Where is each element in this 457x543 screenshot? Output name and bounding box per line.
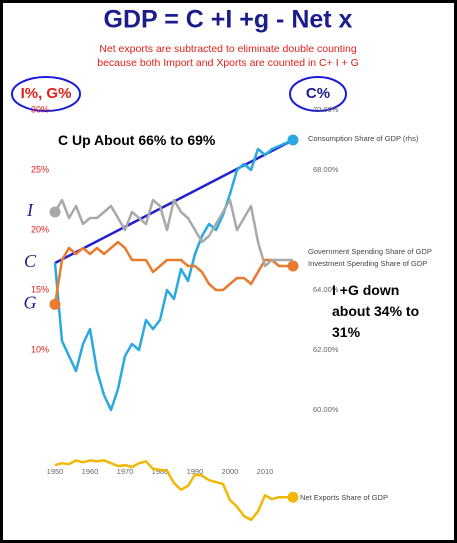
series-letter: C	[24, 251, 37, 271]
series-marker	[287, 491, 299, 503]
y2-tick-label: 62.00%	[313, 345, 339, 354]
y2-tick-label: 60.00%	[313, 405, 339, 414]
x-tick-label: 1980	[152, 467, 169, 476]
series-line	[53, 138, 294, 412]
subtitle: Net exports are subtracted to eliminate …	[99, 43, 357, 55]
legend-label: Net Exports Share of GDP	[300, 493, 388, 502]
series-marker	[49, 298, 61, 310]
annotation: I +G down about 34% to 31%	[332, 282, 420, 340]
x-tick-label: 2010	[257, 467, 274, 476]
right-axis-label: C%	[306, 85, 330, 102]
subtitle: because both Import and Xports are count…	[97, 57, 359, 69]
highlight-ellipse	[289, 76, 347, 112]
y2-tick-label: 70.00%	[313, 105, 339, 114]
annotation: C Up About 66% to 69%	[58, 132, 216, 148]
x-tick-label: 1990	[187, 467, 204, 476]
y-tick-label: 25%	[31, 164, 49, 174]
y-tick-label: 15%	[31, 284, 49, 294]
x-tick-label: 1960	[82, 467, 99, 476]
highlight-ellipse	[11, 76, 81, 112]
legend-label: Consumption Share of GDP (rhs)	[308, 134, 419, 143]
series-line	[53, 240, 293, 305]
y2-tick-label: 68.00%	[313, 165, 339, 174]
y2-tick-label: 64.00%	[313, 285, 339, 294]
chart-title: GDP = C +I +g - Net x	[104, 6, 353, 34]
legend-label: Government Spending Share of GDP	[308, 247, 432, 256]
series-line	[54, 459, 293, 522]
series-line	[53, 198, 293, 268]
y-tick-label: 30%	[31, 104, 49, 114]
series-letter: G	[24, 293, 37, 313]
x-tick-label: 1970	[117, 467, 134, 476]
x-tick-label: 2000	[222, 467, 239, 476]
series-marker	[287, 260, 299, 272]
series-marker	[287, 134, 299, 146]
x-tick-label: 1950	[47, 467, 64, 476]
series-letter: I	[26, 200, 34, 220]
left-axis-label: I%, G%	[21, 85, 72, 102]
legend-label: Investment Spending Share of GDP	[308, 259, 428, 268]
y-tick-label: 10%	[31, 344, 49, 354]
y-tick-label: 20%	[31, 224, 49, 234]
series-marker	[49, 206, 61, 218]
